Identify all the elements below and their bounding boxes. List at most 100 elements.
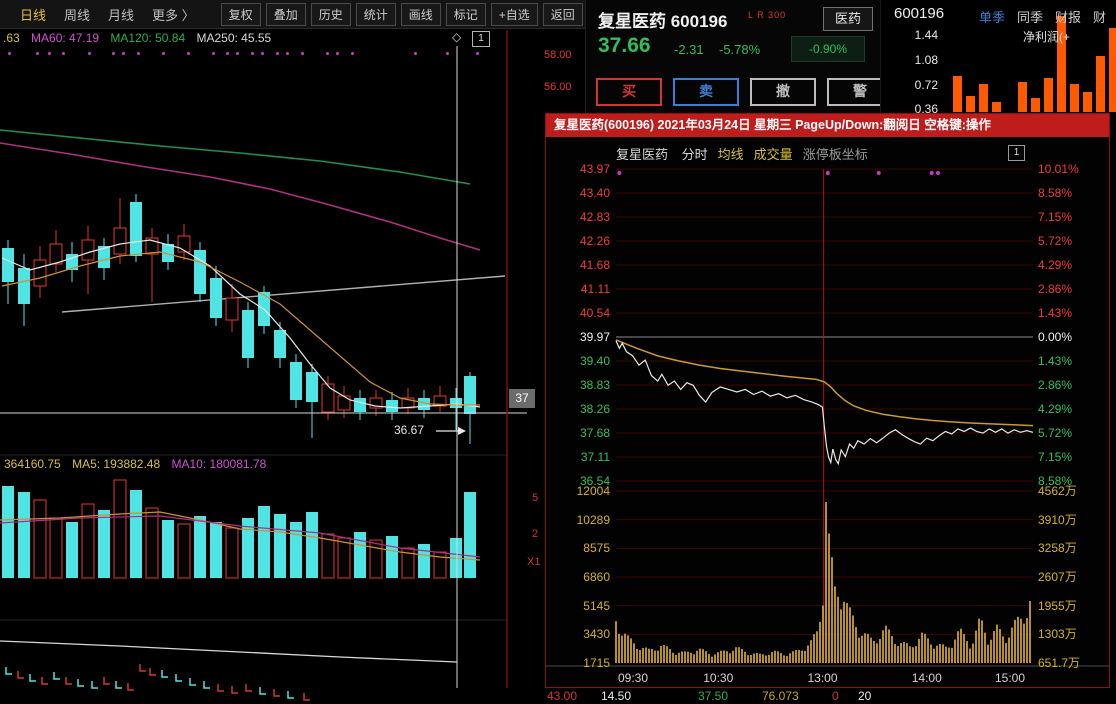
- menu-view-tab[interactable]: 周线: [64, 7, 91, 23]
- signal-dot: [326, 52, 329, 55]
- intraday-vol-amount-label: 3258万: [1038, 541, 1077, 556]
- menu-view-tab[interactable]: 日线: [20, 7, 47, 23]
- finance-panel: 600196 单季 同季 财报财 净利润(+ 1.44 1.08 0.72 0.36: [880, 0, 1116, 113]
- intraday-vol-label: 12004: [576, 484, 610, 498]
- menu-tool-button[interactable]: 标记: [445, 2, 486, 26]
- time-axis-label: 13:00: [807, 671, 838, 685]
- intraday-pct-label: 0.00%: [1038, 330, 1073, 344]
- intraday-pct-label: 2.86%: [1038, 378, 1073, 392]
- menu-tool-button[interactable]: +自选: [490, 2, 538, 26]
- finance-tab[interactable]: 单季: [979, 10, 1006, 25]
- net-profit-bar-chart: [953, 16, 1116, 112]
- finance-tab[interactable]: 财报: [1055, 10, 1082, 25]
- menu-tool-button[interactable]: 画线: [400, 2, 441, 26]
- intraday-price-label: 36.54: [579, 474, 610, 488]
- finance-tab[interactable]: 财: [1093, 10, 1107, 25]
- intraday-pct-label: 7.15%: [1038, 210, 1073, 224]
- menu-tool-button[interactable]: 复权: [220, 2, 261, 26]
- finance-stock-code: 600196: [894, 5, 945, 22]
- volume-ma5: MA5: 193882.48: [72, 457, 161, 471]
- signal-dot: [261, 52, 264, 55]
- stock-name-code: 复星医药 600196: [598, 12, 728, 31]
- order-button-撤[interactable]: 撤: [750, 78, 816, 106]
- signal-dot: [137, 52, 140, 55]
- intraday-vol-label: 5145: [583, 598, 610, 613]
- menu-tool-button[interactable]: 叠加: [265, 2, 306, 26]
- ma-prefix: .63: [3, 31, 20, 45]
- intraday-pct-label: 2.86%: [1038, 282, 1073, 296]
- finance-y-label: 1.08: [914, 53, 938, 67]
- intraday-vol-label: 6860: [583, 570, 610, 584]
- intraday-vol-label: 3430: [583, 627, 610, 642]
- axis-fragment: 2: [532, 528, 539, 540]
- intraday-vol-label: 8575: [583, 541, 610, 556]
- intraday-price-label: 41.68: [579, 258, 610, 272]
- signal-dot: [446, 52, 449, 55]
- volume-ma-header: 364160.75 MA5: 193882.48 MA10: 180081.78: [4, 457, 274, 471]
- intraday-pct-label: 8.58%: [1038, 474, 1073, 488]
- cut-price-label: 58.00: [544, 49, 572, 61]
- intraday-price-label: 38.26: [579, 402, 610, 416]
- intraday-pct-label: 10.01%: [1038, 162, 1079, 176]
- time-axis-label: 15:00: [995, 671, 1026, 685]
- finance-y-label: 0.72: [914, 78, 938, 92]
- signal-dot: [112, 52, 115, 55]
- menu-view-tab[interactable]: 月线: [108, 7, 135, 23]
- layout-box-icon[interactable]: 1: [472, 31, 490, 47]
- axis-fragment: X1: [527, 556, 541, 568]
- intraday-price-label: 43.40: [579, 186, 610, 200]
- signal-dot: [251, 52, 254, 55]
- signal-dot: [414, 52, 417, 55]
- intraday-header-item[interactable]: 分时: [681, 147, 708, 162]
- signal-dot: [8, 52, 11, 55]
- quote-panel: 复星医药 600196 L R 300 医药 37.66 -2.31 -5.78…: [585, 0, 893, 113]
- intraday-pct-label: 1.43%: [1038, 306, 1073, 320]
- menu-tool-button[interactable]: 统计: [355, 2, 396, 26]
- order-buttons: 买卖撤警: [596, 78, 893, 106]
- intraday-vol-amount-label: 1303万: [1038, 627, 1077, 642]
- intraday-header-item[interactable]: 成交量: [753, 147, 793, 162]
- kline-chart: [0, 30, 527, 701]
- status-fragment: 20: [858, 689, 872, 703]
- intraday-pct-label: 1.43%: [1038, 354, 1073, 368]
- last-price: 37.66: [598, 34, 651, 57]
- intraday-price-label: 40.54: [579, 306, 610, 320]
- intraday-pct-label: 7.15%: [1038, 450, 1073, 464]
- signal-dot: [122, 52, 125, 55]
- menu-period-tabs: 日线 周线 月线 更多 〉: [20, 5, 195, 24]
- diamond-icon[interactable]: ◇: [452, 30, 462, 44]
- axis-fragment: 5: [532, 492, 539, 504]
- intraday-header-item[interactable]: 均线: [717, 147, 744, 162]
- menu-bar: 日线 周线 月线 更多 〉 复权 叠加 历史 统计 画线 标记 +自选 返回: [0, 0, 585, 29]
- intraday-header-item[interactable]: 涨停板坐标: [802, 147, 868, 162]
- popup-title-bar[interactable]: 复星医药(600196) 2021年03月24日 星期三 PageUp/Down…: [546, 114, 1109, 137]
- price-axis-marker: 37: [509, 389, 535, 408]
- intraday-pct-label: 8.58%: [1038, 186, 1073, 200]
- intraday-vol-amount-label: 651.7万: [1038, 656, 1081, 670]
- industry-badge[interactable]: 医药: [823, 7, 873, 31]
- intraday-price-label: 41.11: [580, 282, 610, 296]
- intraday-pct-label: 4.29%: [1038, 402, 1073, 416]
- status-fragment: 76.073: [762, 689, 799, 703]
- intraday-vol-label: 10289: [576, 512, 610, 527]
- menu-tool-button[interactable]: 返回: [542, 2, 583, 26]
- finance-y-label: 0.36: [914, 102, 938, 113]
- menu-tool-button[interactable]: 历史: [310, 2, 351, 26]
- popup-layout-box-icon[interactable]: 1: [1008, 145, 1025, 161]
- price-change-pct: -5.78%: [719, 42, 761, 57]
- signal-dot: [36, 52, 39, 55]
- intraday-popup-window[interactable]: 复星医药(600196) 2021年03月24日 星期三 PageUp/Down…: [545, 113, 1110, 688]
- status-bar: 43.00 14.50 37.50 76.073 0 20: [545, 688, 1116, 704]
- intraday-price-label: 37.11: [580, 450, 610, 464]
- order-button-卖[interactable]: 卖: [673, 78, 739, 106]
- intraday-vol-amount-label: 1955万: [1038, 598, 1077, 613]
- finance-y-label: 1.44: [914, 28, 938, 42]
- finance-tab[interactable]: 同季: [1017, 10, 1044, 25]
- intraday-header: 复星医药 分时 均线 成交量 涨停板坐标: [616, 144, 878, 163]
- volume-value: 364160.75: [4, 457, 61, 471]
- industry-change-pct: -0.90%: [791, 36, 865, 62]
- order-button-买[interactable]: 买: [596, 78, 662, 106]
- status-fragment: 14.50: [601, 689, 632, 703]
- menu-view-tab[interactable]: 更多 〉: [152, 7, 195, 23]
